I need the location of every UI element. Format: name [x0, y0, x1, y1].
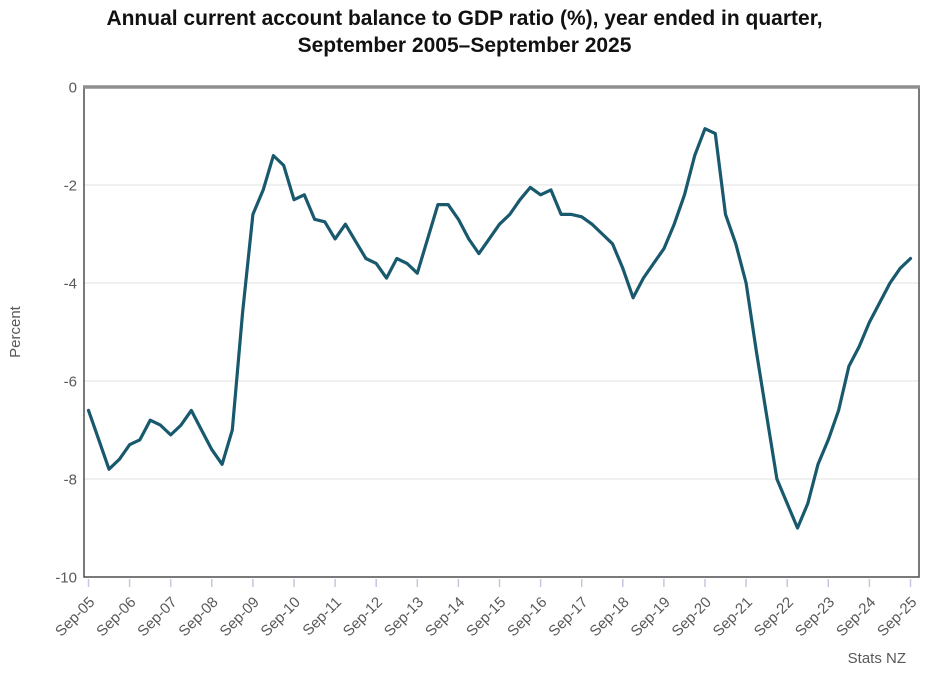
svg-text:Sep-25: Sep-25: [874, 594, 920, 640]
svg-text:Sep-15: Sep-15: [463, 594, 509, 640]
svg-text:Sep-16: Sep-16: [504, 594, 550, 640]
svg-text:Sep-11: Sep-11: [299, 594, 344, 639]
svg-text:Sep-20: Sep-20: [669, 594, 715, 640]
chart-title-line2: September 2005–September 2025: [297, 34, 632, 57]
y-axis-tick-labels: 0 -2 -4 -6 -8 -10: [55, 80, 77, 587]
svg-text:Sep-09: Sep-09: [217, 594, 263, 640]
svg-text:Sep-08: Sep-08: [175, 594, 221, 640]
svg-text:-10: -10: [55, 570, 77, 587]
svg-text:Sep-23: Sep-23: [792, 594, 838, 640]
svg-text:Sep-07: Sep-07: [134, 594, 180, 640]
svg-text:Sep-21: Sep-21: [710, 594, 756, 640]
svg-text:Sep-06: Sep-06: [93, 594, 139, 640]
chart-title-line1: Annual current account balance to GDP ra…: [106, 7, 823, 30]
svg-text:Sep-22: Sep-22: [751, 594, 797, 640]
source-label: Stats NZ: [848, 650, 906, 667]
svg-text:-8: -8: [64, 472, 77, 489]
svg-text:Sep-12: Sep-12: [340, 594, 386, 640]
x-axis-tick-labels: Sep-05Sep-06Sep-07Sep-08Sep-09Sep-10Sep-…: [52, 594, 920, 640]
svg-text:Sep-18: Sep-18: [586, 594, 632, 640]
svg-text:-6: -6: [64, 374, 77, 391]
svg-text:0: 0: [69, 80, 77, 97]
svg-text:Sep-24: Sep-24: [833, 594, 879, 640]
chart-title: Annual current account balance to GDP ra…: [0, 5, 929, 59]
y-axis-title: Percent: [7, 305, 24, 358]
gridlines: [84, 184, 919, 480]
svg-text:-2: -2: [64, 178, 77, 195]
data-line-series: [86, 127, 913, 530]
svg-text:Sep-10: Sep-10: [258, 594, 304, 640]
svg-text:Sep-19: Sep-19: [628, 594, 674, 640]
svg-text:Sep-14: Sep-14: [422, 594, 468, 640]
x-axis-ticks: [87, 579, 912, 587]
svg-text:Sep-05: Sep-05: [52, 594, 98, 640]
plot-frame: [83, 85, 920, 578]
svg-text:Sep-17: Sep-17: [545, 594, 591, 640]
svg-text:-4: -4: [64, 276, 77, 293]
svg-text:Sep-13: Sep-13: [381, 594, 427, 640]
